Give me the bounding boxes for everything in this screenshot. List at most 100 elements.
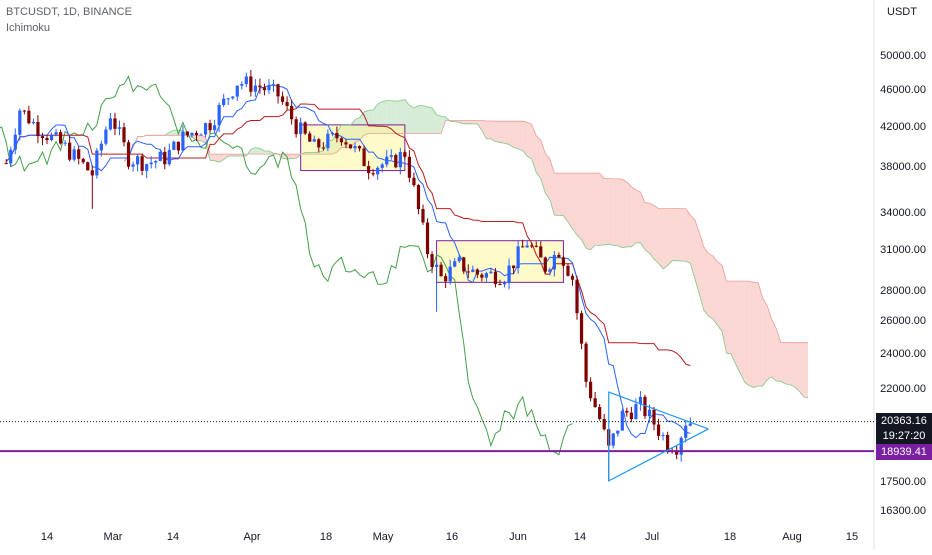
cloud-segment [667,208,673,266]
candle-body [249,76,253,92]
triangle-pattern [608,391,709,482]
candle-body [231,96,235,99]
candle-body [638,396,643,405]
cloud-segment [500,121,505,144]
candle-body [475,269,479,275]
candle-body [679,437,683,455]
candle-body [666,434,670,451]
candle-body [530,245,534,247]
candle-body [430,254,434,268]
cloud-segment [572,173,578,236]
cloud-segment [291,154,297,159]
date-tick-label: Aug [782,531,802,543]
cloud-segment [703,246,709,316]
candle-body [457,257,461,262]
candle-body [389,155,393,157]
cloud-segment [617,178,623,248]
candle-body [371,173,375,175]
cloud-segment [780,342,786,385]
candle-body [280,96,285,102]
candle-body [656,424,661,436]
cloud-segment [803,342,809,399]
cloud-segment [644,202,650,254]
candle-body [185,131,190,136]
candle-body [611,433,615,446]
candle-body [489,271,493,274]
cloud-segment [210,154,215,161]
candle-body [27,110,31,124]
candle-body [58,132,63,144]
date-tick-label: Jun [509,531,527,543]
candle-body [616,430,620,434]
candle-body [498,284,502,286]
candle-body [31,121,36,124]
leading-span-b-line [123,120,808,344]
price-tick-label: 17500.00 [880,476,926,489]
cloud-segment [196,135,202,141]
candle-body [353,146,357,149]
candle-body [49,134,54,141]
candle-body [194,132,199,136]
cloud-segment [613,178,618,246]
cloud-segment [472,120,478,124]
candle-body [4,163,8,165]
candle-body [448,266,452,282]
candle-body [9,149,13,164]
candle-body [598,407,602,419]
candle-body [534,245,538,247]
candle-body [362,148,366,167]
date-tick-label: 15 [845,531,859,543]
candle-body [22,110,26,112]
candle-body [18,110,22,135]
cloud-segment [558,173,564,216]
cloud-segment [622,179,627,248]
candle-body [376,167,380,175]
cloud-segment [427,106,433,134]
candle-body [421,209,425,223]
indicator-label[interactable]: Ichimoku [6,22,51,34]
price-tick-label: 26000.00 [880,315,926,328]
candle-body [507,265,511,283]
cloud-segment [635,189,641,243]
cloud-segment [685,208,691,264]
cloud-segment [255,147,260,155]
cloud-segment [753,282,759,388]
candle-body [620,410,624,431]
conversion-line [5,84,691,439]
price-tick-label: 38000.00 [880,161,926,174]
candle-body [158,151,162,162]
candle-body [104,129,108,144]
candle-body [348,144,353,149]
symbol-title[interactable]: BTCUSDT, 1D, BINANCE [6,6,132,18]
candle-body [258,85,262,88]
price-tick-label: 50000.00 [880,50,926,62]
range-box-1 [300,124,406,172]
candle-body [625,410,629,413]
candle-body [516,246,520,269]
cloud-segment [549,158,555,216]
candle-body [462,257,466,272]
cloud-segment [522,121,528,157]
leading-span-a-line [123,99,809,399]
price-tick-label: 28000.00 [880,285,926,298]
cloud-segment [608,178,614,246]
cloud-segment [794,342,799,391]
cloud-segment [432,108,437,134]
cloud-segment [721,265,727,354]
candle-body [575,279,579,314]
candle-body [126,142,131,167]
date-tick-label: 18 [723,531,737,543]
candle-body [570,275,575,280]
cloud-segment [690,215,695,279]
cloud-segment [409,105,414,134]
candle-body [81,158,85,163]
candle-body [77,149,81,159]
date-tick-label: Mar [103,531,123,543]
candle-body [380,164,384,168]
candle-body [416,185,421,210]
price-tick-label: 34000.00 [880,206,926,219]
candle-body [412,177,416,186]
date-tick-label: Apr [243,531,261,543]
